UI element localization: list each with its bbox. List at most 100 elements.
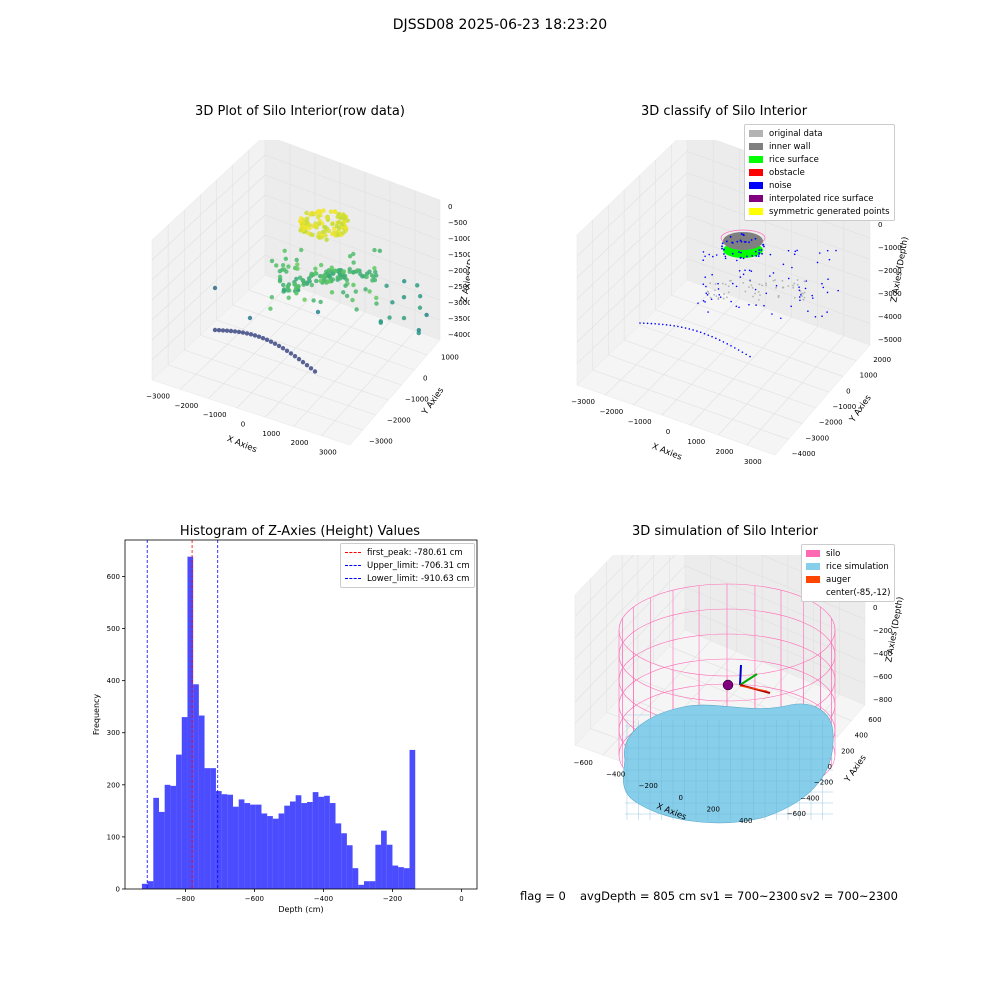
data-point <box>285 284 290 289</box>
legend-label: first_peak: -780.61 cm <box>367 547 463 558</box>
noise-point <box>748 269 751 272</box>
noise-point <box>708 253 711 256</box>
data-point <box>308 366 314 371</box>
data-point <box>335 275 340 280</box>
noise-point <box>750 270 753 272</box>
x-tick-label: −200 <box>383 895 402 903</box>
legend-label: center(-85,-12) <box>826 587 891 598</box>
legend-swatch <box>806 550 820 557</box>
plot-frame <box>124 539 478 890</box>
original-point <box>774 279 776 281</box>
noise-point <box>826 291 829 294</box>
noise-point <box>692 329 694 331</box>
original-point <box>802 292 804 295</box>
data-point <box>256 334 262 339</box>
auger-axis-y <box>739 673 758 686</box>
noise-point <box>740 240 743 243</box>
panel4-title: 3D simulation of Silo Interior <box>632 524 818 539</box>
data-point <box>373 269 378 275</box>
histogram-bar <box>278 813 285 889</box>
histogram-bar <box>289 801 296 889</box>
flag-text: flag = 0 <box>520 889 566 903</box>
data-point <box>294 257 299 263</box>
z-tick-label: −400 <box>873 650 892 658</box>
data-point <box>324 214 330 220</box>
histogram-bar <box>158 811 165 889</box>
legend-line <box>345 578 361 579</box>
x-tick-label: 0 <box>679 794 683 802</box>
data-point <box>304 219 309 224</box>
original-point <box>730 279 732 282</box>
legend-swatch <box>749 195 763 202</box>
x-tick-label: −3000 <box>571 398 595 406</box>
data-point <box>323 233 328 238</box>
noise-point <box>702 283 705 285</box>
noise-point <box>677 325 679 328</box>
noise-point <box>740 251 742 254</box>
noise-point <box>793 253 796 256</box>
z-tick-label: −500 <box>448 219 467 227</box>
histogram-bar <box>210 768 216 889</box>
floor-pane <box>576 279 871 456</box>
noise-point <box>705 285 707 288</box>
histogram-bar <box>198 715 205 889</box>
data-point <box>355 268 360 273</box>
histogram-bar <box>176 754 182 889</box>
noise-point <box>800 294 802 296</box>
noise-point <box>807 310 809 312</box>
noise-point <box>798 296 801 298</box>
z-tick-label: 0 <box>448 203 452 211</box>
data-point <box>319 274 324 279</box>
noise-point <box>722 341 725 343</box>
original-point <box>761 284 763 287</box>
original-point <box>708 292 710 295</box>
data-point <box>350 297 355 303</box>
original-point <box>717 298 720 301</box>
noise-point <box>705 292 708 294</box>
y-tick-label: −1000 <box>405 396 429 404</box>
data-point <box>390 300 395 305</box>
data-point <box>307 223 313 228</box>
data-point <box>384 283 389 289</box>
original-point <box>706 290 709 293</box>
noise-point <box>704 255 706 258</box>
data-point <box>360 274 365 279</box>
legend-swatch <box>806 563 820 570</box>
noise-point <box>828 258 831 261</box>
data-point <box>300 278 305 283</box>
histogram-bar <box>141 883 148 889</box>
x-tick-label: −3000 <box>146 393 170 401</box>
data-point <box>212 285 218 291</box>
legend-label: rice simulation <box>826 561 889 572</box>
data-point <box>320 229 326 235</box>
data-point <box>304 210 309 216</box>
original-point <box>709 296 712 299</box>
data-point <box>424 312 429 318</box>
inner-wall-cluster <box>723 232 763 250</box>
data-point <box>302 297 307 302</box>
data-point <box>276 343 282 349</box>
noise-point <box>787 277 790 280</box>
noise-point <box>782 263 785 266</box>
center-marker <box>722 679 734 691</box>
data-point <box>335 232 341 238</box>
y-axis-label: Y Axies <box>842 753 869 785</box>
y-tick-label: 0 <box>828 763 832 771</box>
data-point <box>309 282 315 288</box>
original-point <box>777 294 780 297</box>
panel2-title: 3D classify of Silo Interior <box>640 104 808 119</box>
original-point <box>799 290 802 293</box>
data-point <box>369 272 375 278</box>
classify-legend: original data inner wall rice surface obsta… <box>744 124 895 221</box>
data-point <box>228 328 234 334</box>
histogram-bar <box>267 816 273 889</box>
data-point <box>277 277 283 282</box>
data-point <box>335 229 340 235</box>
original-point <box>714 289 716 292</box>
histogram-bar <box>244 803 251 889</box>
legend-entry: auger <box>806 573 890 586</box>
noise-point <box>758 251 761 254</box>
original-point <box>757 298 760 301</box>
legend-entry: Lower_limit: -910.63 cm <box>345 572 470 585</box>
legend-entry: first_peak: -780.61 cm <box>345 546 470 559</box>
